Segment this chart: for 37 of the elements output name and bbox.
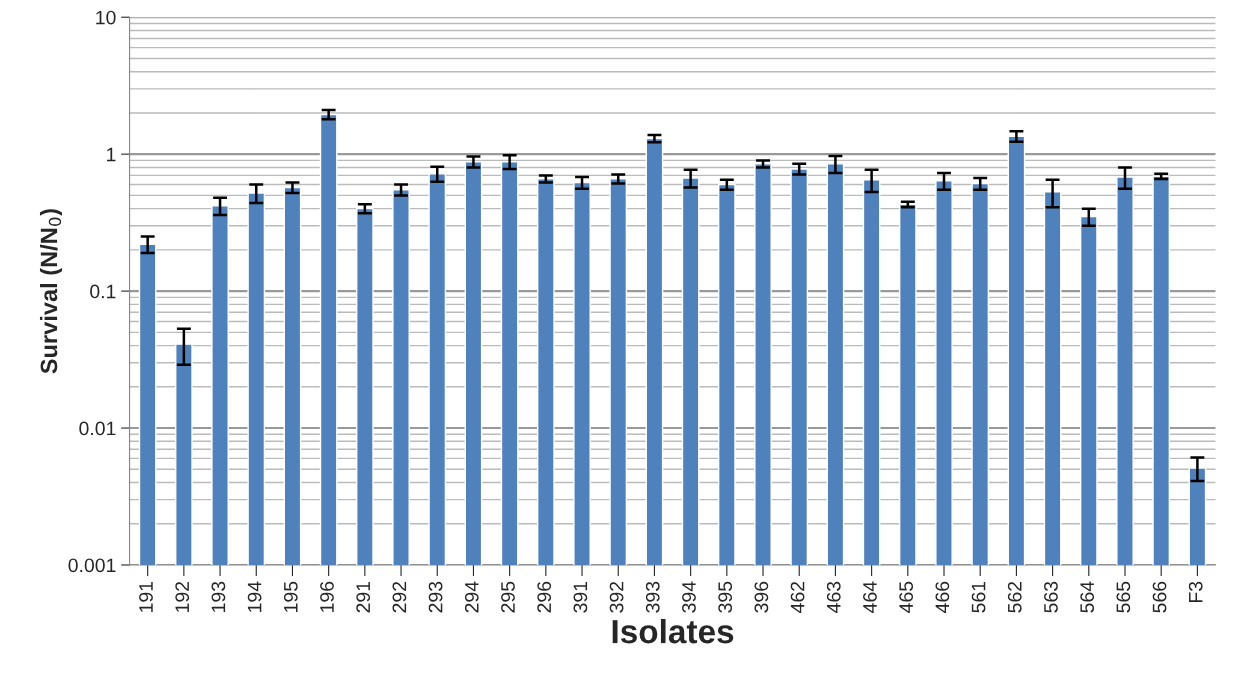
x-tick-label: 464 xyxy=(863,581,877,613)
x-tick-label: 395 xyxy=(718,581,733,613)
x-tick-label: 194 xyxy=(247,581,262,612)
x-tick-label: F3 xyxy=(1188,581,1203,603)
x-tick-label: 192 xyxy=(175,581,190,612)
x-tick-label: 396 xyxy=(754,581,769,613)
y-tick-label: 10 xyxy=(96,10,116,25)
y-tick-label: 0.001 xyxy=(68,558,116,573)
x-tick-label: 193 xyxy=(211,581,226,612)
x-tick-label: 394 xyxy=(682,581,696,613)
x-tick-label: 562 xyxy=(1007,581,1022,613)
x-tick-label: 392 xyxy=(609,581,624,613)
x-tick-label: 463 xyxy=(826,581,841,613)
x-tick-label: 296 xyxy=(537,581,552,613)
x-tick-label: 466 xyxy=(935,581,950,613)
x-tick-label: 561 xyxy=(971,581,986,613)
x-tick-label: 295 xyxy=(501,581,515,613)
x-tick-label: 294 xyxy=(464,581,479,613)
x-tick-label: 565 xyxy=(1116,581,1131,613)
x-tick-label: 393 xyxy=(645,581,660,613)
x-tick-label: 196 xyxy=(320,581,334,612)
y-tick-label: 1 xyxy=(107,147,116,162)
y-tick-label: 0.01 xyxy=(79,421,116,436)
x-axis-title: Isolates xyxy=(612,618,734,644)
x-tick-label: 462 xyxy=(790,581,805,613)
y-axis-title: Survival (N/N$_{0}$) xyxy=(39,209,62,374)
x-tick-label: 191 xyxy=(139,581,153,612)
x-tick-label: 563 xyxy=(1044,581,1058,613)
y-tick-label: 0.1 xyxy=(90,284,116,299)
x-tick-label: 195 xyxy=(283,581,298,612)
x-tick-label: 292 xyxy=(392,581,407,613)
x-tick-label: 566 xyxy=(1152,581,1167,613)
x-tick-label: 391 xyxy=(573,581,588,613)
x-tick-label: 564 xyxy=(1080,581,1095,613)
x-tick-label: 465 xyxy=(899,581,914,613)
x-tick-label: 293 xyxy=(428,581,443,613)
x-tick-label: 291 xyxy=(356,581,371,613)
